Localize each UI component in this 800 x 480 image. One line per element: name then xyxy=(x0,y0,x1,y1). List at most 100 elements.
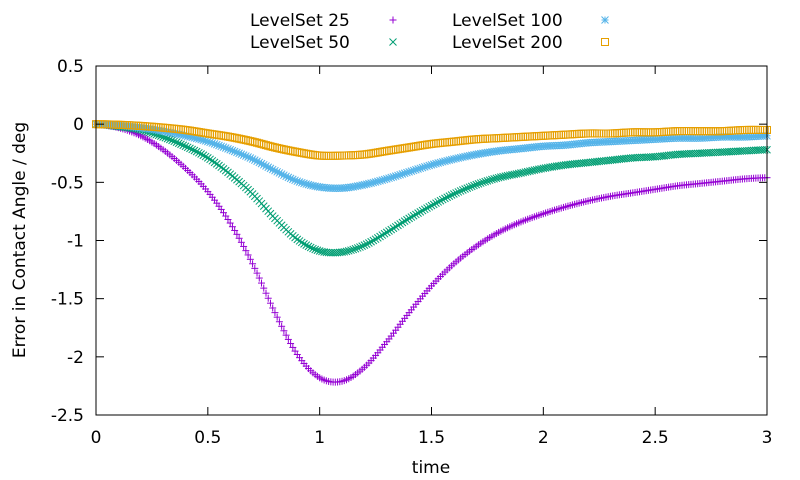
data-point xyxy=(280,327,288,335)
data-point xyxy=(282,331,290,339)
data-point xyxy=(228,223,236,231)
data-point xyxy=(458,186,467,194)
y-axis-title: Error in Contact Angle / deg xyxy=(10,122,30,358)
data-point xyxy=(353,244,362,252)
data-point xyxy=(179,141,188,150)
data-point xyxy=(356,243,364,251)
data-point xyxy=(231,226,239,234)
data-point xyxy=(450,190,458,198)
data-point xyxy=(501,172,510,180)
data-point xyxy=(170,137,179,146)
data-point xyxy=(483,177,492,185)
data-point xyxy=(174,139,183,148)
data-point xyxy=(289,343,297,351)
data-point xyxy=(519,168,528,177)
data-point xyxy=(423,204,431,212)
data-point xyxy=(369,236,378,245)
data-point xyxy=(387,225,396,234)
data-point xyxy=(470,181,478,190)
legend-marker-symbol xyxy=(389,38,397,46)
data-point xyxy=(382,228,391,237)
data-point xyxy=(414,209,422,217)
data-point xyxy=(514,169,523,178)
data-point xyxy=(186,144,194,153)
data-point xyxy=(371,235,380,244)
data-point xyxy=(306,243,315,252)
legend-label-levelset-50: LevelSet 50 xyxy=(250,33,350,53)
data-point xyxy=(342,247,351,256)
data-point xyxy=(351,244,360,253)
data-point xyxy=(360,241,369,250)
data-point xyxy=(188,145,197,154)
data-point xyxy=(347,246,355,255)
data-point xyxy=(523,167,532,176)
data-point xyxy=(400,217,409,225)
y-tick-label: 0.5 xyxy=(57,57,84,77)
data-point xyxy=(197,150,205,158)
data-point xyxy=(190,146,199,155)
data-point xyxy=(362,240,371,248)
data-point xyxy=(530,166,539,175)
data-point xyxy=(237,238,245,246)
data-point xyxy=(302,241,311,250)
data-point xyxy=(313,246,322,255)
data-point xyxy=(461,185,469,193)
data-point xyxy=(195,148,203,157)
y-tick-label: -2 xyxy=(67,348,84,368)
x-tick-label: 1 xyxy=(314,428,325,448)
x-axis-title: time xyxy=(412,458,450,478)
data-point xyxy=(242,247,250,255)
data-point xyxy=(407,213,416,221)
data-point xyxy=(304,242,313,251)
data-point xyxy=(425,202,434,211)
legend-marker-levelset-100 xyxy=(601,16,609,24)
data-point xyxy=(183,143,192,152)
data-point xyxy=(235,234,243,242)
legend-item-levelset-200: LevelSet 200 xyxy=(452,33,609,53)
data-point xyxy=(521,168,530,176)
data-point xyxy=(271,309,279,317)
data-point xyxy=(441,194,449,203)
data-point xyxy=(389,224,398,233)
data-point xyxy=(233,230,241,238)
data-point xyxy=(496,173,505,181)
data-point xyxy=(378,231,387,239)
y-tick-label: -1 xyxy=(67,232,84,252)
y-tick-label: -1.5 xyxy=(51,290,84,310)
legend-marker-levelset-25 xyxy=(389,16,397,24)
data-point xyxy=(396,220,405,228)
data-point xyxy=(311,245,320,254)
data-point xyxy=(418,206,427,215)
data-point xyxy=(365,239,373,247)
legend-marker-levelset-50 xyxy=(389,38,397,46)
legend-item-levelset-100: LevelSet 100 xyxy=(452,11,609,31)
axis-ticks: 0 0.5 1 1.5 2 2.5 3 0.5 0 -0.5 -1 -1.5 -2 -2.5 xyxy=(51,57,773,448)
data-point xyxy=(492,174,501,183)
legend-item-levelset-25: LevelSet 25 xyxy=(250,11,397,31)
legend-marker-symbol xyxy=(389,16,397,24)
data-point xyxy=(203,154,212,162)
y-tick-label: -0.5 xyxy=(51,173,84,193)
legend-label-levelset-25: LevelSet 25 xyxy=(250,11,350,31)
data-point xyxy=(436,196,445,205)
x-tick-label: 0.5 xyxy=(194,428,221,448)
data-point xyxy=(517,169,525,177)
data-point xyxy=(177,140,185,149)
data-point xyxy=(201,152,210,161)
data-point xyxy=(278,322,286,330)
data-point xyxy=(340,247,349,256)
data-point xyxy=(315,247,324,255)
data-point xyxy=(275,318,283,326)
data-point xyxy=(309,244,317,253)
data-point xyxy=(528,166,537,175)
data-point xyxy=(485,176,494,185)
data-point xyxy=(266,299,274,307)
data-point xyxy=(264,294,272,302)
x-tick-label: 1.5 xyxy=(418,428,445,448)
data-point xyxy=(394,221,402,230)
legend-marker-symbol xyxy=(601,16,609,24)
x-tick-label: 2.5 xyxy=(642,428,669,448)
legend: LevelSet 25 LevelSet 50 LevelSet 100 Lev… xyxy=(250,11,609,53)
